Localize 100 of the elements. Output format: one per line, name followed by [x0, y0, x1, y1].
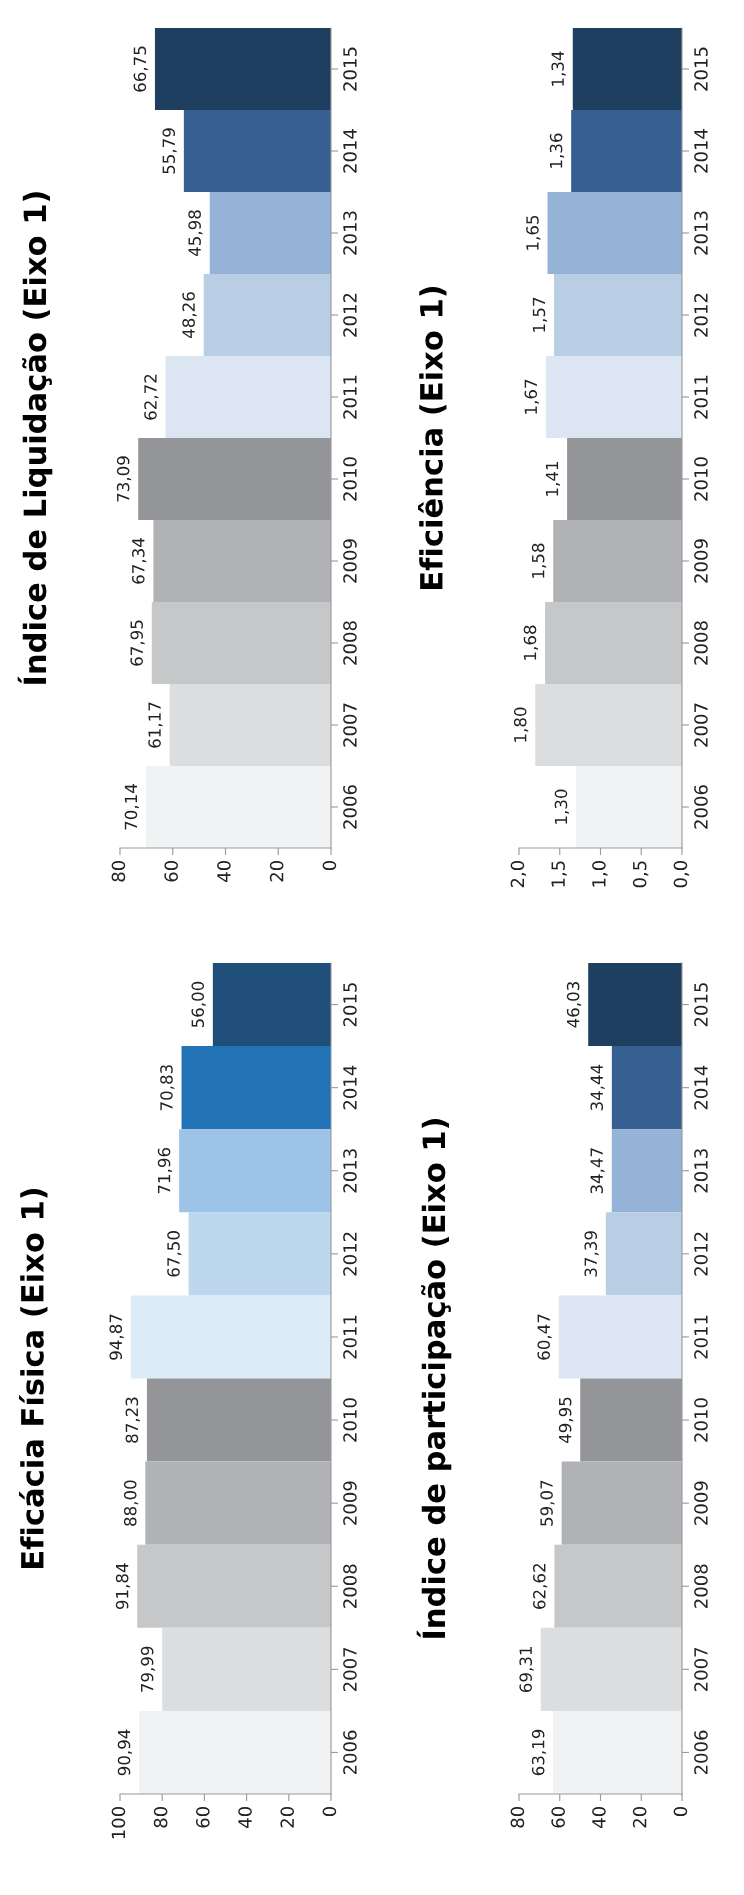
y-tick-label: 2007: [694, 1647, 708, 1691]
x-tick-label: 80: [153, 1807, 168, 1828]
x-tick-label: 0,5: [632, 861, 649, 888]
bar: [572, 28, 682, 110]
bar: [139, 1710, 331, 1794]
data-label: 79,99: [140, 1646, 156, 1692]
y-tick-label: 2008: [343, 1564, 357, 1608]
y-tick-label: 2008: [343, 621, 357, 665]
data-label: 1,34: [551, 51, 566, 86]
bar: [179, 1129, 331, 1213]
x-tick-label: 0,0: [673, 861, 690, 888]
y-tick-label: 2010: [343, 1398, 357, 1442]
bar: [540, 1627, 682, 1711]
data-label: 61,17: [148, 702, 163, 748]
y-tick-label: 2011: [694, 375, 708, 419]
data-label: 87,23: [125, 1397, 140, 1443]
y-tick-label: 2015: [694, 47, 708, 91]
data-label: 1,65: [526, 215, 541, 250]
y-tick-label: 2007: [694, 703, 708, 747]
bar: [188, 1212, 331, 1296]
data-label: 1,36: [549, 133, 565, 168]
bar: [145, 1461, 331, 1545]
data-label: 71,96: [157, 1147, 173, 1194]
y-tick-label: 2014: [343, 129, 357, 173]
bar: [153, 520, 331, 602]
y-tick-label: 2012: [694, 1232, 708, 1276]
data-label: 1,30: [554, 789, 569, 824]
bar: [137, 1544, 331, 1628]
y-tick-label: 2011: [694, 1315, 708, 1359]
x-tick-label: 20: [632, 1807, 647, 1828]
x-tick-label: 20: [280, 1807, 295, 1828]
y-tick-label: 2007: [343, 703, 357, 747]
y-tick-label: 2015: [343, 47, 357, 91]
bar: [576, 766, 682, 848]
x-tick-label: 60: [195, 1807, 210, 1828]
data-label: 67,34: [132, 538, 147, 584]
bar: [183, 110, 331, 192]
data-label: 69,31: [519, 1647, 534, 1693]
data-label: 94,87: [109, 1314, 124, 1360]
data-label: 67,50: [167, 1231, 182, 1277]
bar: [209, 192, 331, 274]
data-label: 56,00: [191, 981, 206, 1028]
y-tick-label: 2014: [694, 129, 708, 173]
y-tick-label: 2010: [343, 457, 357, 501]
bar: [554, 1544, 682, 1628]
y-tick-label: 2009: [343, 1481, 357, 1525]
y-tick-label: 2011: [343, 1315, 357, 1359]
bar: [571, 110, 682, 192]
bar: [212, 963, 331, 1047]
data-label: 55,79: [162, 128, 177, 174]
y-tick-label: 2007: [343, 1647, 357, 1691]
bar: [203, 274, 331, 356]
text: Eficácia Física (Eixo 1): [18, 1188, 48, 1568]
y-tick-label: 2014: [343, 1065, 357, 1110]
x-tick-label: 0: [322, 861, 337, 871]
text: Índice de participação (Eixo 1): [416, 1119, 452, 1638]
x-tick-label: 40: [217, 861, 231, 882]
data-label: 1,57: [532, 297, 547, 332]
x-tick-label: 100: [111, 1807, 126, 1839]
y-tick-label: 2013: [343, 1149, 357, 1193]
bar: [561, 1461, 682, 1545]
y-tick-label: 2008: [694, 1564, 708, 1608]
bar: [146, 766, 331, 848]
y-tick-label: 2012: [694, 293, 708, 337]
x-tick-label: 0: [673, 1807, 688, 1817]
data-label: 91,84: [115, 1563, 131, 1610]
bar: [588, 963, 682, 1047]
x-tick-label: 60: [551, 1807, 565, 1828]
bar: [151, 602, 331, 684]
data-label: 67,95: [130, 620, 145, 666]
data-label: 1,41: [545, 461, 560, 496]
bar: [553, 1710, 682, 1794]
y-tick-label: 2010: [694, 1398, 708, 1442]
y-tick-label: 2006: [694, 785, 708, 829]
y-tick-label: 2010: [694, 457, 708, 501]
data-label: 45,98: [188, 210, 203, 257]
bar: [547, 192, 682, 274]
bar: [611, 1129, 682, 1213]
data-label: 34,47: [590, 1148, 605, 1194]
data-label: 73,09: [116, 456, 132, 502]
data-label: 1,80: [513, 707, 529, 742]
y-tick-label: 2008: [694, 621, 708, 665]
x-tick-label: 60: [164, 861, 178, 882]
data-label: 49,95: [558, 1397, 574, 1444]
data-label: 66,75: [133, 46, 148, 92]
data-label: 1,68: [523, 625, 538, 660]
data-label: 48,26: [182, 292, 197, 339]
y-tick-label: 2006: [694, 1730, 708, 1775]
y-tick-label: 2009: [343, 539, 357, 583]
bar: [545, 356, 682, 438]
x-tick-label: 2,0: [510, 861, 527, 888]
x-tick-label: 1,5: [551, 861, 567, 887]
bar: [611, 1046, 682, 1130]
x-tick-label: 80: [111, 861, 126, 882]
y-tick-label: 2013: [694, 211, 708, 255]
data-label: 88,00: [123, 1480, 139, 1526]
y-tick-label: 2012: [343, 1232, 357, 1276]
y-tick-label: 2013: [694, 1149, 708, 1193]
data-label: 62,62: [533, 1564, 548, 1609]
bar: [553, 520, 682, 602]
